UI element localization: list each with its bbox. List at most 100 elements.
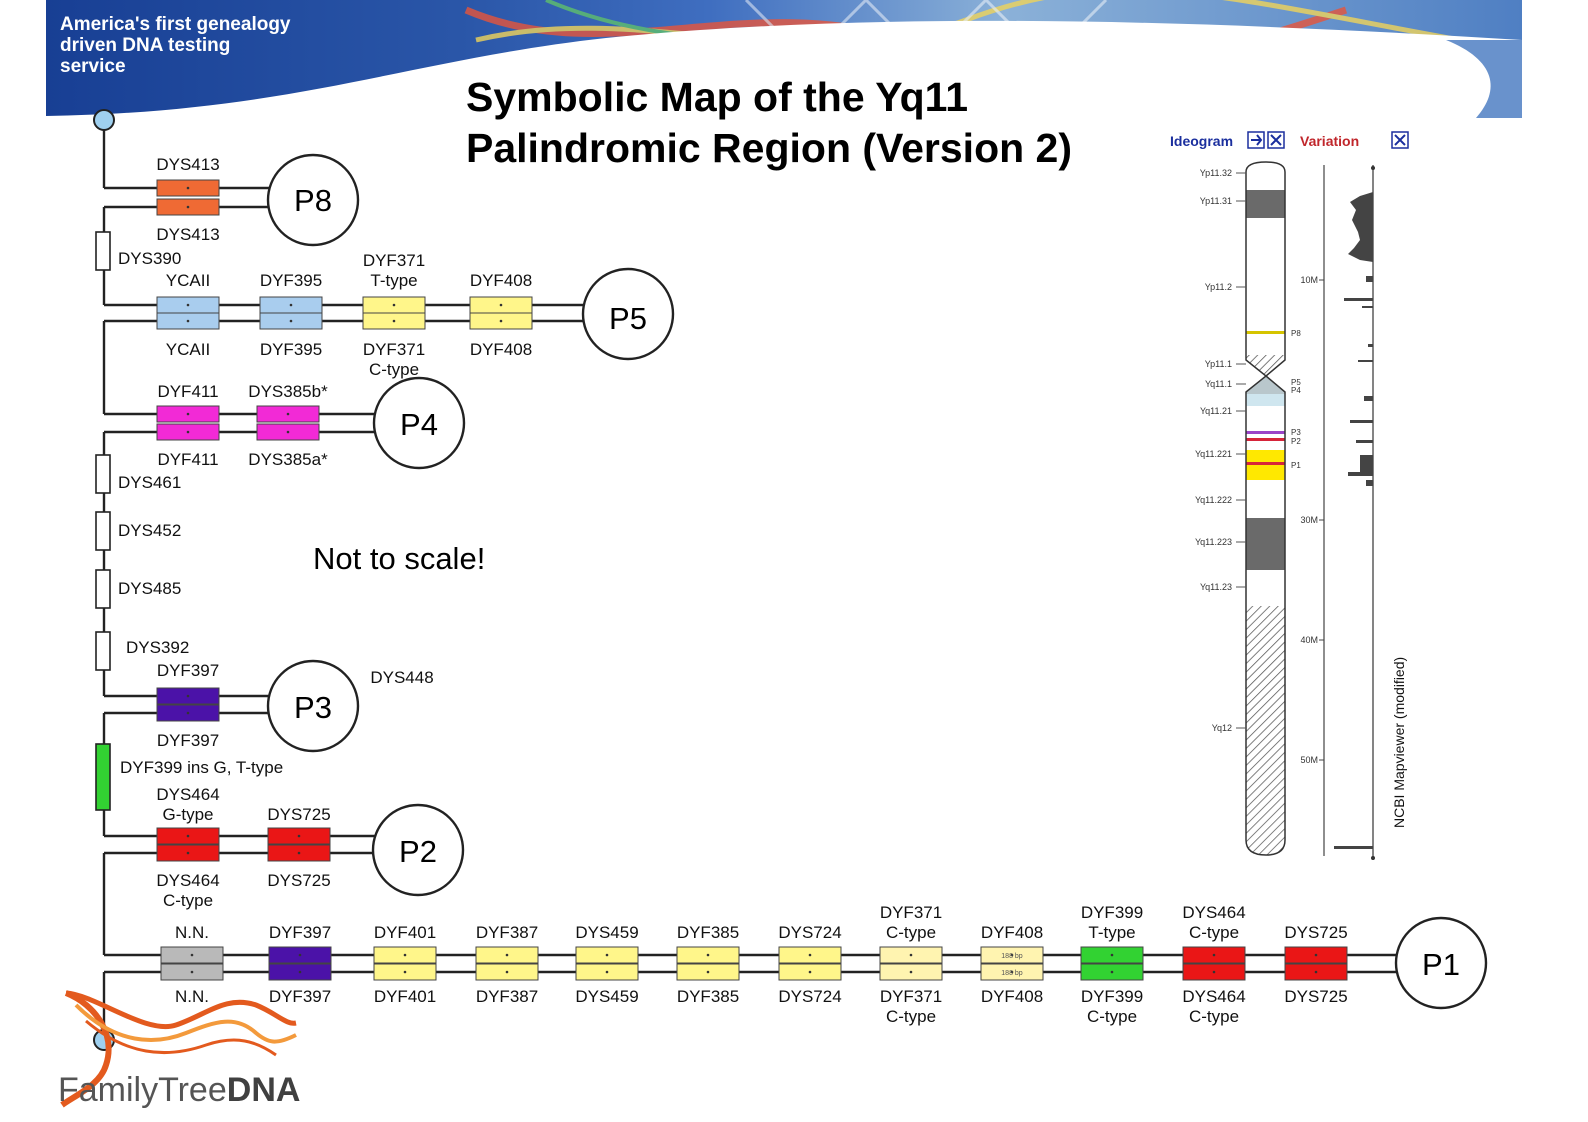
start-node-icon [93,109,115,131]
band-label: Yp11.1 [1205,359,1232,369]
marker-label-top: DYS459 [575,923,638,942]
variation-close-icon[interactable] [1391,131,1409,149]
bp-annotation: 188 bp [1001,970,1023,977]
ideogram-expand-icon[interactable] [1247,131,1265,149]
marker-label-top: YCAII [166,271,210,290]
spacer-label: DYS390 [118,249,181,268]
marker-label-bottom: N.N. [175,987,209,1006]
marker-label-top: DYF397 [157,661,219,680]
marker-label-bottom: DYS725 [267,871,330,890]
marker-label-dys448: DYS448 [370,668,433,687]
scale-label: 10M [1300,275,1318,285]
p-label: P3 [1291,428,1301,437]
p-label: P2 [1291,437,1301,446]
spacer-label: DYS392 [126,638,189,657]
ideogram-close-icon[interactable] [1267,131,1285,149]
marker-label-bottom: DYF395 [260,340,322,359]
marker-label-top: N.N. [175,923,209,942]
marker-label-bottom: YCAII [166,340,210,359]
marker-label-top: DYF385 [677,923,739,942]
spacer-dyf399 [95,743,111,811]
band-label: Yq12 [1212,723,1232,733]
marker-label-top: DYS413 [156,155,219,174]
p-label: P8 [1291,329,1301,338]
spacer-label: DYS461 [118,473,181,492]
palindrome-label-p4: P4 [400,407,438,442]
header-banner [46,0,1522,118]
spacer-dys392 [95,631,111,671]
p-label: P4 [1291,386,1301,395]
marker-label-top: DYF399 T-type [1081,903,1143,942]
band-label: Yq11.222 [1195,495,1232,505]
scale-label: 40M [1300,635,1318,645]
marker-label-bottom: DYF411 [157,450,218,469]
bp-annotation: 188 bp [1001,953,1023,960]
marker-label-top: DYS725 [267,805,330,824]
marker-label-bottom: DYF371 C-type [363,340,425,379]
not-to-scale-note: Not to scale! [313,541,485,576]
marker-label-bottom: DYF371 C-type [880,987,942,1026]
ideogram-panel: Ideogram Variation [1170,131,1409,860]
marker-label-bottom: DYS725 [1284,987,1347,1006]
marker-label-bottom: DYS459 [575,987,638,1006]
marker-label-top: DYF371 T-type [363,251,425,290]
marker-label-top: DYS724 [778,923,841,942]
p-label: P1 [1291,461,1301,470]
svg-text:FamilyTreeDNA: FamilyTreeDNA [58,1071,300,1109]
marker-label-bottom: DYS413 [156,225,219,244]
page-title: Symbolic Map of the Yq11 Palindromic Reg… [466,74,1073,171]
marker-label-bottom: DYF397 [269,987,331,1006]
ncbi-caption: NCBI Mapviewer (modified) [1391,657,1407,828]
marker-label-top: DYF408 [470,271,532,290]
palindrome-label-p8: P8 [294,183,332,218]
marker-label-top: DYS725 [1284,923,1347,942]
marker-label-top: DYF401 [374,923,436,942]
band-label: Yp11.31 [1200,196,1232,206]
marker-label-top: DYF371 C-type [880,903,942,942]
palindrome-label-p2: P2 [399,834,437,869]
spacer-dys461 [95,454,111,494]
band-label: Yq11.221 [1195,449,1232,459]
marker-label-top: DYS464 C-type [1182,903,1245,942]
band-label: Yp11.2 [1205,282,1232,292]
marker-label-top: DYF397 [269,923,331,942]
marker-label-top: DYF387 [476,923,538,942]
marker-label-bottom: DYS464 C-type [1182,987,1245,1026]
marker-label-top: DYF395 [260,271,322,290]
marker-label-bottom: DYS385a* [248,450,328,469]
spacer-dys390 [95,231,111,271]
marker-labels: DYS413 DYS413 YCAII YCAII DYF395 DYF395 DYF371… [156,155,1347,1026]
logo-text-light: FamilyTree [58,1071,227,1109]
tagline: America's first genealogy driven DNA tes… [60,14,291,77]
p-label: P5 [1291,378,1301,387]
marker-label-bottom: DYF385 [677,987,739,1006]
marker-label-bottom: DYF401 [374,987,436,1006]
marker-label-bottom: DYF399 C-type [1081,987,1143,1026]
palindrome-label-p3: P3 [294,690,332,725]
scale-label: 30M [1300,515,1318,525]
scale-label: 50M [1300,755,1318,765]
ideogram-header: Ideogram [1170,133,1233,149]
spacer-dys452 [95,511,111,551]
logo-text-bold: DNA [227,1071,301,1109]
spacer-label: DYF399 ins G, T-type [120,758,283,777]
band-label: Yq11.1 [1205,379,1232,389]
marker-label-bottom: DYF387 [476,987,538,1006]
marker-boxes [156,179,1348,981]
marker-label-bottom: DYF408 [470,340,532,359]
marker-label-top: DYS385b* [248,382,328,401]
palindrome-label-p1: P1 [1422,947,1460,982]
variation-header: Variation [1300,133,1359,149]
marker-label-top: DYF408 [981,923,1043,942]
marker-label-bottom: DYS724 [778,987,841,1006]
spacer-label: DYS452 [118,521,181,540]
band-label: Yq11.23 [1200,582,1232,592]
palindrome-label-p5: P5 [609,301,647,336]
marker-label-bottom: DYF408 [981,987,1043,1006]
marker-label-top: DYF411 [157,382,218,401]
marker-label-bottom: DYS464 C-type [156,871,219,910]
familytreedna-logo: FamilyTreeDNA [58,990,300,1109]
band-label: Yq11.21 [1200,406,1232,416]
band-label: Yp11.32 [1200,168,1232,178]
